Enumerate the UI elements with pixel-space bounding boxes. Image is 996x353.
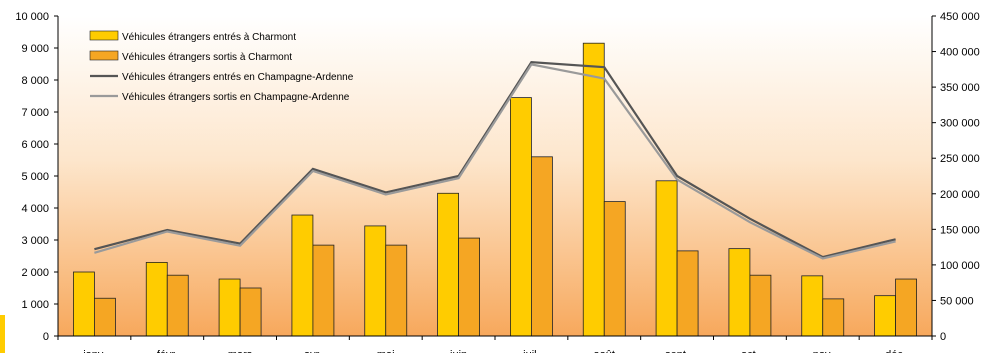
y-right-tick-label: 400 000 [940, 47, 980, 59]
bar-entres-charmont-4 [364, 225, 387, 337]
y-right-tick-label: 100 000 [940, 260, 980, 272]
x-tick-label: juin [449, 349, 467, 353]
legend-label: Véhicules étrangers sortis à Charmont [122, 52, 292, 63]
bar-entres-charmont-3 [291, 214, 314, 337]
x-tick-label: févr. [157, 349, 178, 353]
x-tick-label: nov. [813, 349, 833, 353]
y-left-tick-label: 10 000 [15, 11, 49, 23]
x-tick-label: août [594, 349, 615, 353]
x-tick-label: mars [228, 349, 253, 353]
left-edge-marker [0, 315, 5, 353]
bar-entres-charmont-8 [655, 180, 678, 337]
y-left-tick-label: 0 [43, 331, 49, 343]
bar-entres-charmont-10 [801, 275, 824, 337]
bar-sortis-charmont-4 [385, 244, 408, 337]
y-left-tick-label: 4 000 [21, 203, 49, 215]
bar-entres-charmont-1 [145, 261, 168, 337]
legend-label: Véhicules étrangers entrés à Charmont [122, 32, 296, 43]
legend-swatch-bar [89, 50, 119, 61]
y-right-tick-label: 200 000 [940, 189, 980, 201]
y-left-tick-label: 7 000 [21, 107, 49, 119]
y-left-tick-label: 9 000 [21, 43, 49, 55]
y-left-tick-label: 6 000 [21, 139, 49, 151]
y-right-tick-label: 450 000 [940, 11, 980, 23]
bar-entres-charmont-2 [218, 278, 241, 337]
bar-sortis-charmont-10 [822, 298, 845, 337]
legend-swatch-bar [89, 30, 119, 41]
bar-entres-charmont-0 [73, 271, 95, 337]
y-right-tick-label: 250 000 [940, 153, 980, 165]
x-tick-label: avr. [304, 349, 322, 353]
x-tick-label: déc. [885, 349, 906, 353]
bar-sortis-charmont-5 [458, 237, 480, 337]
bar-sortis-charmont-3 [312, 244, 335, 337]
y-left-tick-label: 2 000 [21, 267, 49, 279]
line-entres-champagne-ardenne [94, 61, 896, 259]
y-left-tick-label: 3 000 [21, 235, 49, 247]
plot-background [58, 16, 932, 336]
line-sortis-champagne-ardenne [94, 63, 896, 260]
bar-entres-charmont-7 [582, 42, 605, 337]
legend-label: Véhicules étrangers entrés en Champagne-… [122, 72, 354, 83]
y-left-tick-label: 1 000 [21, 299, 49, 311]
bar-sortis-charmont-7 [603, 201, 626, 337]
bar-sortis-charmont-0 [94, 297, 116, 337]
y-right-tick-label: 150 000 [940, 224, 980, 236]
bar-entres-charmont-5 [437, 192, 459, 337]
x-tick-label: sept. [665, 349, 689, 353]
y-right-tick-label: 300 000 [940, 118, 980, 130]
bar-sortis-charmont-2 [239, 287, 262, 337]
x-tick-label: mai [377, 349, 395, 353]
bar-sortis-charmont-6 [531, 156, 553, 337]
y-left-tick-label: 8 000 [21, 75, 49, 87]
y-left-tick-label: 5 000 [21, 171, 49, 183]
bar-sortis-charmont-9 [749, 274, 772, 337]
legend: Véhicules étrangers entrés à Charmont Véh… [89, 30, 354, 103]
bar-sortis-charmont-11 [895, 278, 917, 337]
x-tick-label: janv. [82, 349, 105, 353]
bar-entres-charmont-9 [728, 248, 751, 337]
legend-label: Véhicules étrangers sortis en Champagne-… [122, 92, 350, 103]
y-right-tick-label: 350 000 [940, 82, 980, 94]
bar-sortis-charmont-8 [676, 250, 699, 337]
bar-entres-charmont-11 [874, 295, 896, 337]
x-tick-label: juil. [522, 349, 540, 353]
bar-sortis-charmont-1 [166, 274, 189, 337]
x-tick-label: oct. [741, 349, 759, 353]
y-right-tick-label: 50 000 [940, 295, 974, 307]
y-right-tick-label: 0 [940, 331, 946, 343]
bar-entres-charmont-6 [510, 97, 532, 337]
